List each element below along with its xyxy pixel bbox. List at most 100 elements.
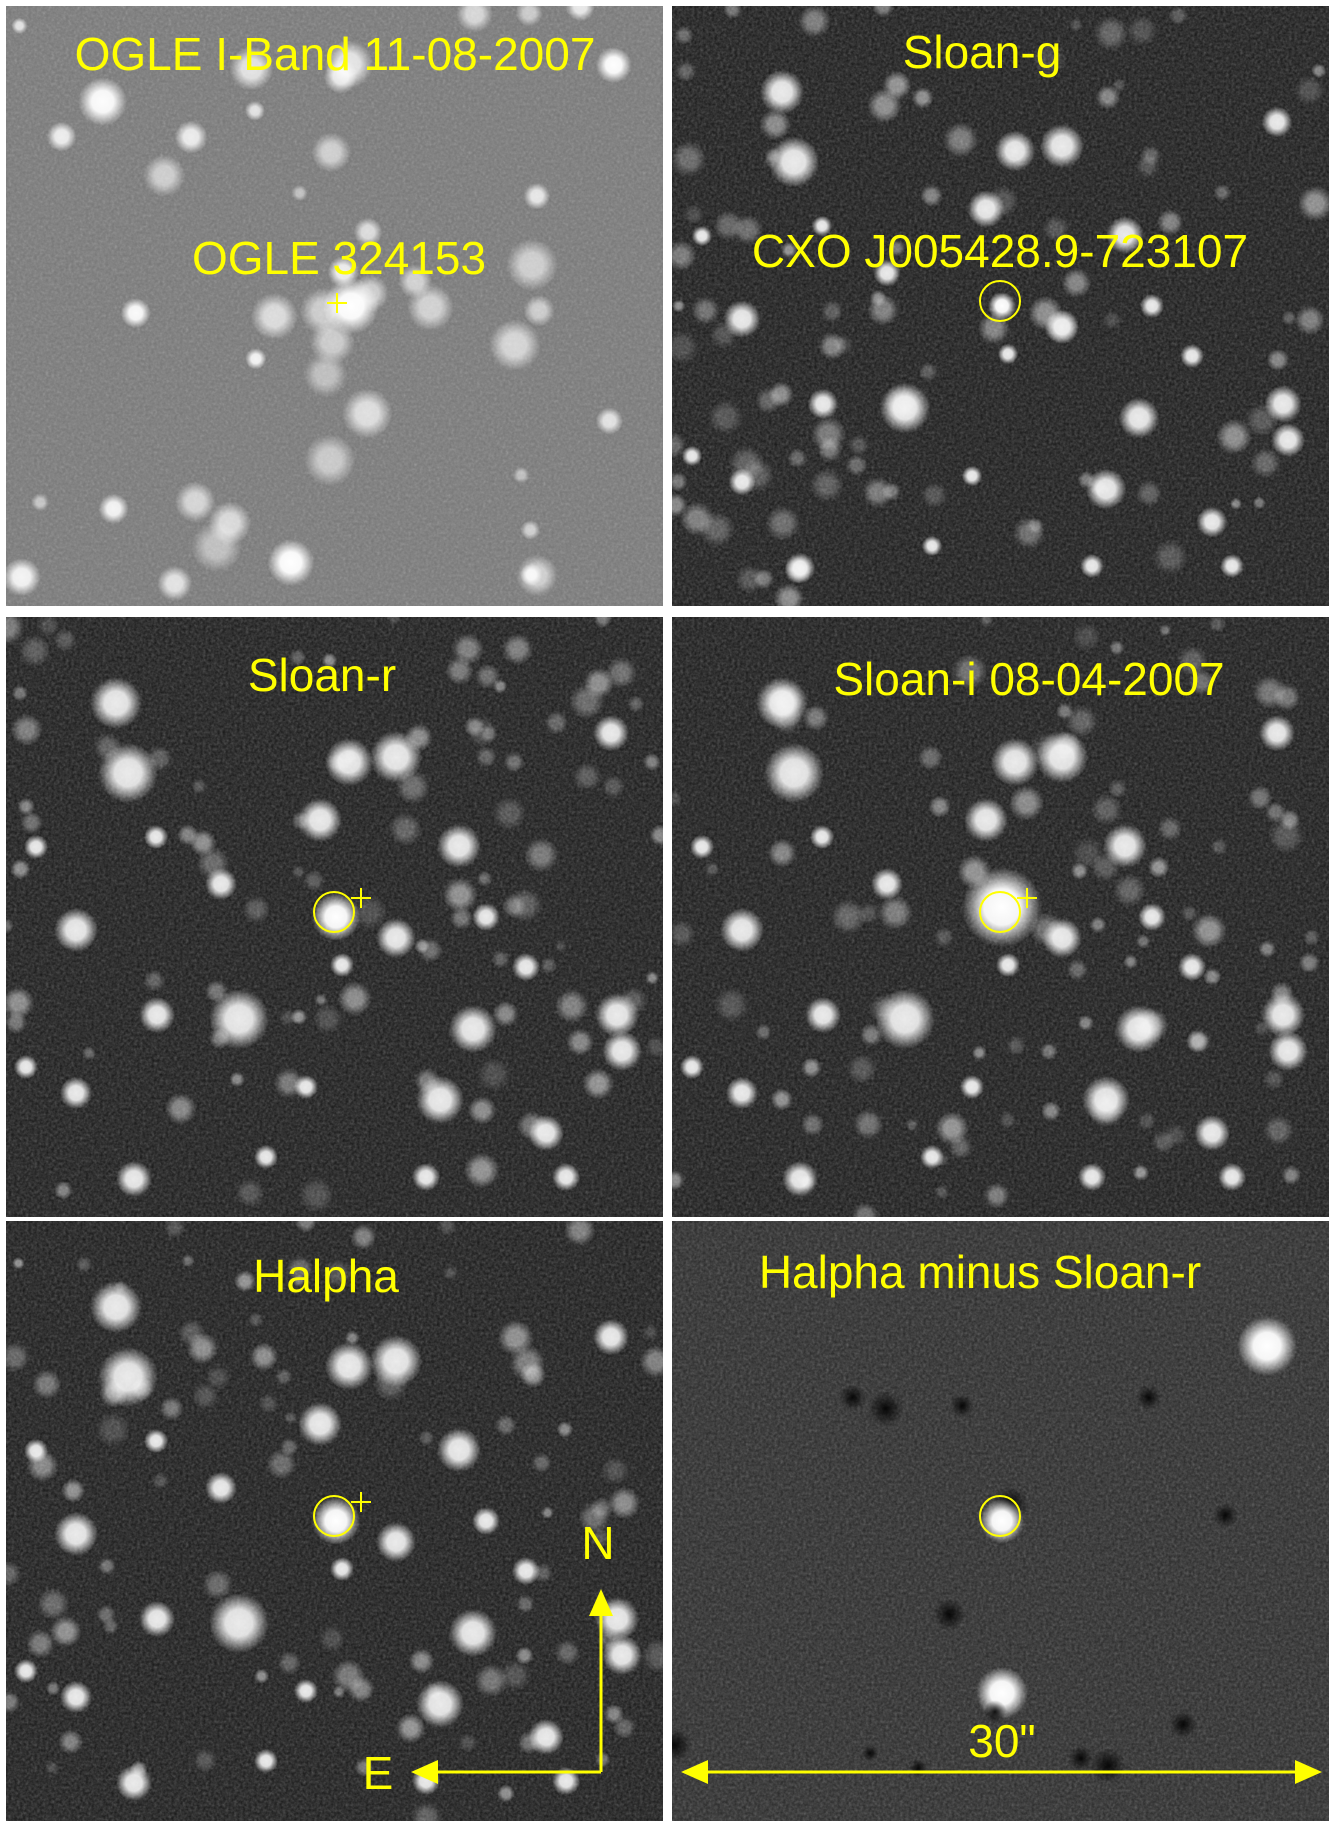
residual <box>950 1393 974 1418</box>
faint-star <box>284 1411 297 1425</box>
star <box>60 1077 92 1109</box>
star <box>756 677 808 729</box>
faint-star <box>869 289 887 307</box>
faint-star <box>395 1713 426 1744</box>
star <box>54 1512 98 1556</box>
star <box>515 6 543 27</box>
star <box>1271 423 1305 457</box>
faint-star <box>410 1802 442 1821</box>
image-panel: Sloan-g CXO J005428.9-723107 <box>672 6 1329 606</box>
faint-star <box>704 861 720 877</box>
faint-star <box>12 1257 25 1270</box>
star <box>14 1659 38 1683</box>
faint-star <box>1297 185 1329 222</box>
faint-star <box>672 240 697 272</box>
position-cross <box>327 293 347 313</box>
faint-star <box>1250 447 1281 479</box>
faint-star <box>928 795 951 818</box>
star <box>330 1557 354 1581</box>
faint-star <box>753 568 775 590</box>
faint-star <box>143 969 166 992</box>
faint-star <box>303 870 325 892</box>
faint-star <box>1039 1042 1058 1061</box>
star <box>449 1005 497 1053</box>
star-field <box>672 6 1329 606</box>
star <box>254 1749 278 1773</box>
star <box>245 348 267 370</box>
faint-star <box>1072 622 1101 652</box>
image-panel: OGLE I-Band 11-08-2007 OGLE 324153 <box>6 6 663 606</box>
faint-star <box>1263 1114 1294 1146</box>
star <box>116 1765 152 1801</box>
faint-star <box>1077 1014 1094 1032</box>
faint-star <box>501 633 534 665</box>
star <box>681 445 703 467</box>
faint-star <box>767 838 797 868</box>
star <box>768 136 820 188</box>
faint-star <box>780 242 797 259</box>
star <box>1138 903 1166 931</box>
faint-star <box>888 239 906 257</box>
star <box>376 918 416 958</box>
residual <box>933 1598 966 1631</box>
faint-star <box>1156 208 1184 236</box>
star <box>961 465 983 487</box>
faint-star <box>801 1057 822 1078</box>
star <box>46 121 77 152</box>
star <box>512 1557 540 1585</box>
star <box>964 798 1008 842</box>
faint-star <box>497 1784 515 1803</box>
faint-star <box>999 1111 1016 1129</box>
faint-star <box>475 746 497 768</box>
faint-star <box>202 1568 234 1601</box>
faint-star <box>54 1181 73 1200</box>
faint-star <box>277 1651 301 1675</box>
star <box>304 434 356 486</box>
star <box>784 552 816 584</box>
faint-star <box>1135 934 1151 949</box>
star <box>139 1601 175 1637</box>
faint-star <box>773 583 805 606</box>
star <box>1039 123 1085 169</box>
star <box>6 558 41 597</box>
faint-star <box>491 949 510 969</box>
faint-star <box>627 695 645 713</box>
faint-star <box>386 617 402 626</box>
faint-star <box>515 1594 535 1614</box>
faint-star <box>810 468 844 502</box>
star <box>205 868 237 900</box>
faint-star <box>540 957 557 974</box>
star <box>325 1342 373 1390</box>
star <box>437 824 481 868</box>
faint-star <box>235 1178 265 1208</box>
star <box>24 1439 48 1463</box>
star <box>962 867 1042 947</box>
faint-star <box>639 1345 663 1378</box>
star <box>552 1163 580 1191</box>
faint-star <box>1208 617 1226 633</box>
faint-star <box>49 1615 82 1648</box>
star <box>1194 1115 1230 1151</box>
faint-star <box>1008 785 1045 821</box>
faint-star <box>877 895 913 931</box>
faint-star <box>675 61 697 82</box>
star <box>60 1681 92 1713</box>
star <box>412 1163 440 1191</box>
star <box>370 1335 422 1387</box>
faint-star <box>332 1685 346 1699</box>
star <box>595 993 639 1037</box>
star <box>14 1055 38 1079</box>
faint-star <box>1090 793 1123 826</box>
faint-star <box>556 1421 574 1438</box>
star <box>1237 1316 1297 1376</box>
star <box>875 989 935 1049</box>
faint-star <box>862 477 894 508</box>
star <box>994 130 1036 172</box>
star <box>98 1347 158 1407</box>
star <box>1196 506 1228 538</box>
star <box>120 298 151 329</box>
star <box>116 1161 152 1197</box>
faint-star <box>474 663 501 689</box>
star <box>294 1075 318 1099</box>
star-field <box>6 617 663 1217</box>
